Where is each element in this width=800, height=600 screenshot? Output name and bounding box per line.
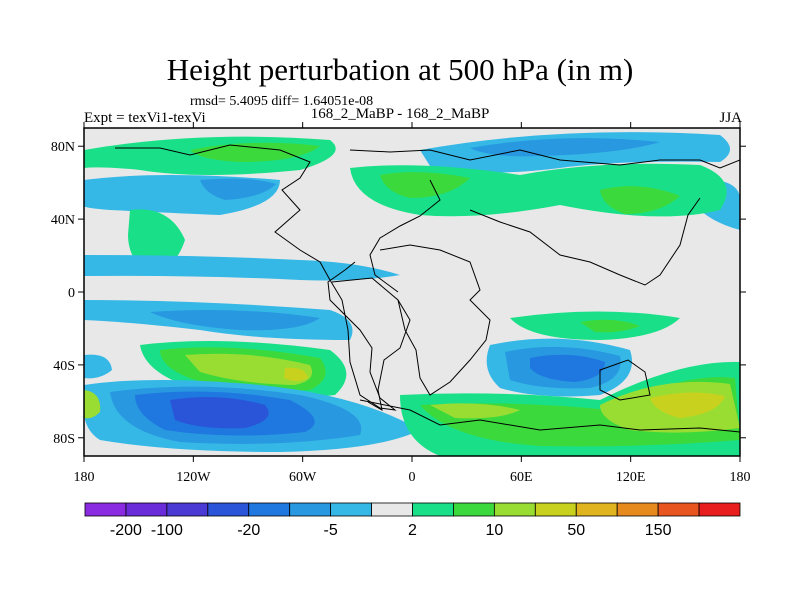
colorbar-swatch <box>289 502 332 517</box>
stats-line: rmsd= 5.4095 diff= 1.64051e-08 <box>190 94 374 109</box>
antarctica-outline <box>359 399 740 433</box>
colorbar-swatch <box>616 502 659 517</box>
colorbar-swatch <box>453 502 495 517</box>
indian-ocean-high-core <box>580 319 640 333</box>
colorbar-swatch <box>698 502 741 517</box>
colorbar-label: -20 <box>237 522 260 539</box>
x-axis: 180 120W 60W 0 60E 120E 180 <box>74 122 751 485</box>
colorbar-swatch <box>125 502 168 517</box>
colorbar-swatch <box>657 502 700 517</box>
australia-outline <box>599 359 651 401</box>
chart-title: Height perturbation at 500 hPa (in m) <box>166 52 634 87</box>
right-string: JJA <box>719 110 742 126</box>
colorbar-swatch <box>248 502 291 517</box>
antarctic-pacific-low-core <box>170 396 269 429</box>
y-tick-label: 80S <box>53 432 75 447</box>
arctic-low-core <box>470 138 660 157</box>
tropical-south-low-core <box>150 310 320 331</box>
west-edge-high <box>84 390 101 419</box>
colorbar-swatch <box>575 502 618 517</box>
x-tick-label: 120E <box>616 470 646 485</box>
y-tick-label: 80N <box>51 140 75 155</box>
colorbar-swatch <box>84 502 127 517</box>
colorbar-label: 150 <box>645 522 672 539</box>
southern-ocean-west-patch <box>430 403 520 419</box>
left-string: Expt = texVi1-texVi <box>84 110 206 126</box>
x-tick-label: 120W <box>176 470 211 485</box>
colorbar-label: 2 <box>408 522 417 539</box>
arctic-high-core <box>190 142 320 162</box>
colorbar-label: 10 <box>485 522 503 539</box>
x-tick-label: 0 <box>409 470 416 485</box>
colorbar-label: 50 <box>567 522 585 539</box>
east-asia-high-core <box>600 186 680 214</box>
eurasia-outline <box>349 149 740 293</box>
colorbar: -200 -100 -20 -5 2 10 50 150 <box>84 502 741 539</box>
x-tick-label: 180 <box>74 470 95 485</box>
center-string: 168_2_MaBP - 168_2_MaBP <box>310 106 490 122</box>
colorbar-swatch <box>166 502 209 517</box>
colorbar-swatch <box>371 502 413 517</box>
north-pacific-low-core <box>200 178 276 200</box>
south-indian-low-core <box>530 354 605 382</box>
north-america-outline <box>115 144 397 411</box>
x-tick-label: 60E <box>510 470 533 485</box>
west-edge-low <box>84 354 112 379</box>
y-tick-label: 40S <box>53 359 75 374</box>
x-tick-label: 60W <box>289 470 317 485</box>
africa-outline <box>379 244 491 396</box>
colorbar-label: -5 <box>324 522 338 539</box>
colorbar-swatch <box>412 502 454 517</box>
colorbar-swatch <box>207 502 250 517</box>
colorbar-swatch <box>534 502 577 517</box>
y-axis: 80N 40N 0 40S 80S <box>51 140 746 447</box>
south-pacific-high-peak <box>284 367 308 381</box>
colorbar-label: -100 <box>151 522 183 539</box>
y-tick-label: 40N <box>51 213 75 228</box>
southern-ocean-high-core <box>650 392 725 418</box>
colorbar-swatch <box>330 502 372 517</box>
eurasia-high-core <box>380 172 470 198</box>
contour-fields <box>84 132 740 456</box>
tropical-low-band <box>84 255 400 281</box>
colorbar-swatch <box>493 502 536 517</box>
south-america-outline <box>331 277 411 411</box>
x-tick-label: 180 <box>730 470 751 485</box>
y-tick-label: 0 <box>68 286 75 301</box>
south-pacific-high-core <box>185 353 313 385</box>
continent-outlines <box>115 144 740 433</box>
asia-outline <box>469 197 701 286</box>
colorbar-label: -200 <box>110 522 142 539</box>
